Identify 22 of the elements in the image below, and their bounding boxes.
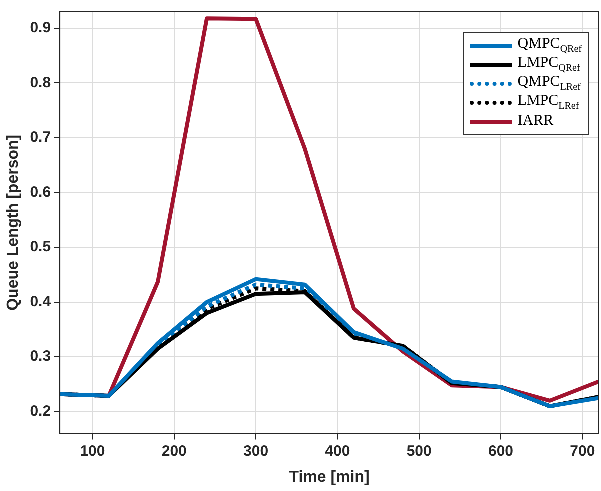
y-tick-label: 0.9: [30, 20, 52, 37]
y-axis-title: Queue Length [person]: [5, 134, 22, 311]
legend-label: LMPC$_{QRef}$: [518, 55, 580, 74]
legend-label: QMPC$_{LRef}$: [518, 74, 581, 93]
x-axis-title: Time [min]: [289, 468, 370, 486]
x-tick-label: 100: [80, 442, 106, 460]
x-tick-label: 400: [325, 442, 350, 460]
y-tick-label: 0.5: [30, 238, 52, 256]
y-tick-label: 0.3: [30, 348, 52, 366]
y-tick-label: 0.2: [30, 403, 52, 420]
y-tick-label: 0.8: [30, 74, 52, 92]
y-tick-label: 0.7: [30, 129, 52, 146]
legend-label: QMPC$_{QRef}$: [518, 36, 582, 55]
x-tick-label: 200: [162, 442, 187, 460]
y-tick-label: 0.4: [30, 293, 52, 310]
x-tick-label: 600: [488, 442, 514, 460]
x-tick-label: 500: [406, 442, 432, 460]
legend-label: LMPC$_{LRef}$: [518, 93, 580, 112]
legend-label: IARR: [518, 113, 554, 130]
x-tick-label: 700: [570, 442, 596, 460]
x-tick-label: 300: [244, 442, 269, 460]
y-tick-label: 0.6: [30, 184, 52, 201]
